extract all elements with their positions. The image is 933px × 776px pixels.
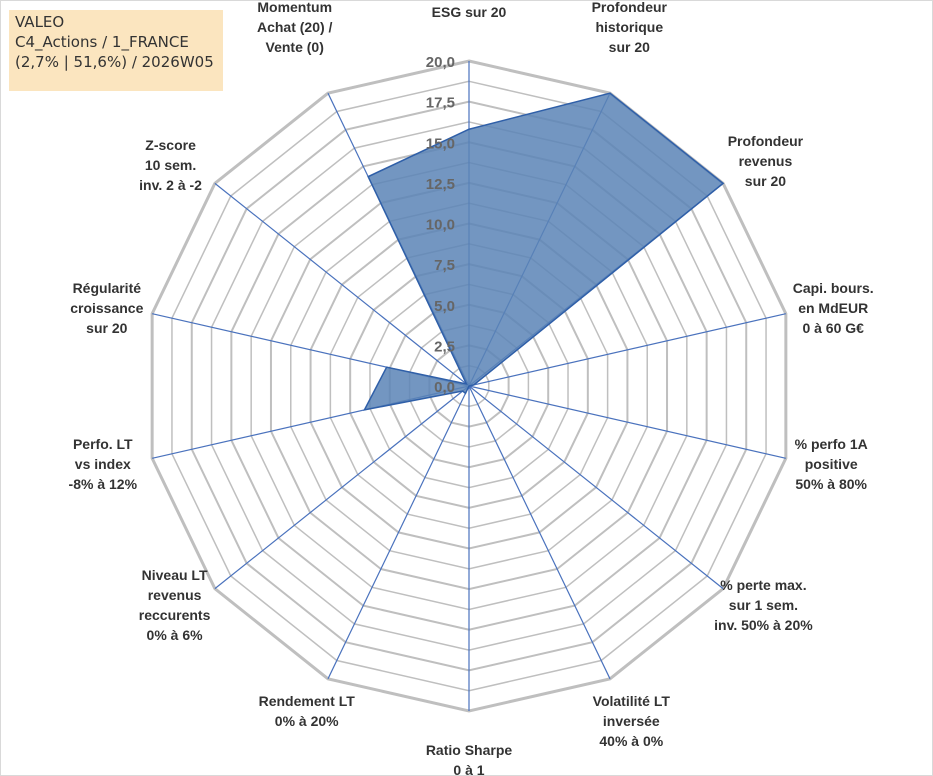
axis-label-line: 0 à 1 [453,762,484,775]
axis-label-line: ESG sur 20 [432,4,507,20]
axis-spoke [468,313,786,387]
tick-label: 15,0 [426,135,455,152]
tick-label: 17,5 [426,95,455,112]
axis-label-line: inv. 2 à -2 [139,177,202,193]
tick-label: 10,0 [426,217,455,234]
axis-label-line: Momentum [257,1,332,15]
tick-label: 2,5 [434,338,455,355]
axis-label-line: Achat (20) / [257,19,333,35]
axis-labels: NoteESG sur 20 Profondeur historique sur 20… [69,1,874,775]
axis-label-line: % perte max. [720,577,806,593]
axis-label-line: inv. 50% à 20% [714,617,813,633]
axis-label-line: 0% à 6% [147,627,204,643]
axis-spoke [327,385,470,680]
axis-spoke [468,385,611,680]
axis-spoke [468,385,786,459]
axis-label-line: 0 à 60 G€ [802,320,864,336]
series-area [363,92,725,411]
info-company-name: VALEO [15,13,65,31]
axis-label-line: croissance [70,300,143,316]
axis-label-line: positive [805,456,858,472]
axis-label-line: revenus [148,587,202,603]
axis-label-line: Z-score [145,137,196,153]
axis-label: Niveau LT revenus reccurents 0% à 6% [139,567,211,643]
axis-label-line: sur 20 [745,173,786,189]
axis-label: Volatilité LT inversée 40% à 0% [593,693,671,749]
axis-label-line: sur 20 [609,39,650,55]
axis-label-line: Perfo. LT [73,436,133,452]
axis-spoke [214,182,470,387]
axis-label-line: Vente (0) [266,39,324,55]
axis-label: Perfo. LT vs index -8% à 12% [69,436,138,492]
axis-label: Rendement LT 0% à 20% [259,693,356,729]
radar-series [363,92,725,411]
axis-label-line: revenus [739,153,793,169]
axis-label-line: Capi. bours. [793,280,874,296]
axis-label: Profondeur historique sur 20 [592,1,668,55]
axis-label-line: Volatilité LT [593,693,671,709]
axis-label-line: Profondeur [728,133,804,149]
tick-label: 0,0 [434,379,455,396]
axis-label-line: historique [595,19,663,35]
axis-label-line: sur 1 sem. [729,597,798,613]
info-box: VALEO C4_Actions / 1_FRANCE (2,7% | 51,6… [9,10,223,91]
axis-label-line: vs index [75,456,131,472]
axis-label-line: inversée [603,713,660,729]
axis-label-line: 40% à 0% [599,733,663,749]
axis-spoke [214,385,470,590]
axis-label-line: -8% à 12% [69,476,138,492]
axis-label-line: % perfo 1A [795,436,868,452]
axis-label: % perte max. sur 1 sem. inv. 50% à 20% [714,577,813,633]
axis-label-line: 10 sem. [145,157,196,173]
info-stats-week: (2,7% | 51,6%) / 2026W05 [15,53,214,71]
tick-label: 20,0 [426,54,455,71]
axis-label: Régularité croissance sur 20 [70,280,143,336]
tick-label: 5,0 [434,298,455,315]
axis-label: NoteESG sur 20 [432,1,507,20]
axis-label-line: Niveau LT [142,567,208,583]
tick-label: 7,5 [434,257,455,274]
axis-label: Z-score 10 sem. inv. 2 à -2 [139,137,202,193]
axis-label-line: Rendement LT [259,693,356,709]
axis-label: Ratio Sharpe 0 à 1 [426,742,513,775]
info-portfolio: C4_Actions / 1_FRANCE [15,33,189,51]
radial-tick-labels: 0,0 2,5 5,0 7,5 10,0 12,5 15,0 17,5 20,0 [426,54,455,396]
axis-label-line: Profondeur [592,1,668,15]
axis-label: Capi. bours. en MdEUR 0 à 60 G€ [793,280,874,336]
axis-label-line: 50% à 80% [795,476,867,492]
axis-label-line: Régularité [73,280,142,296]
axis-label-line: en MdEUR [798,300,868,316]
axis-spoke [468,385,724,590]
tick-label: 12,5 [426,176,455,193]
axis-label: % perfo 1A positive 50% à 80% [795,436,868,492]
axis-label-line: Ratio Sharpe [426,742,513,758]
axis-label-line: 0% à 20% [275,713,339,729]
axis-label-line: reccurents [139,607,211,623]
axis-label: Profondeur revenus sur 20 [728,133,804,189]
axis-label-line: sur 20 [86,320,127,336]
axis-label: Momentum Achat (20) / Vente (0) [257,1,333,55]
